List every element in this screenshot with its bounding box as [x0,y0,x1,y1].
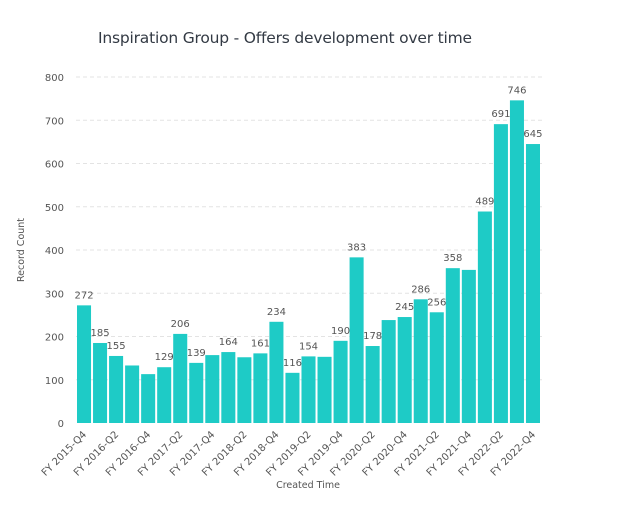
bar[interactable] [205,355,220,423]
data-label: 185 [91,328,110,339]
data-label: 178 [363,331,382,342]
bar[interactable] [237,357,252,423]
bar[interactable] [221,352,236,423]
bar[interactable] [141,374,156,423]
y-tick-label: 0 [58,419,64,430]
bar[interactable] [461,269,476,423]
bar[interactable] [333,340,348,423]
data-label: 139 [187,348,206,359]
data-label: 116 [283,358,302,369]
data-label: 206 [171,319,190,330]
bar[interactable] [413,299,428,423]
bar[interactable] [509,100,524,423]
data-label: 154 [299,341,318,352]
y-tick-label: 700 [45,116,64,127]
y-tick-label: 800 [45,73,64,84]
bar[interactable] [285,372,300,423]
data-label: 489 [475,197,494,208]
bar[interactable] [365,346,380,423]
bars [77,100,540,423]
y-tick-label: 500 [45,203,64,214]
data-label: 164 [219,337,238,348]
bar[interactable] [429,312,444,423]
bar[interactable] [173,333,188,423]
data-label: 286 [411,284,430,295]
data-label: 256 [427,297,446,308]
data-label: 129 [155,352,174,363]
bar[interactable] [301,356,316,423]
bar[interactable] [477,211,492,423]
data-label: 234 [267,307,286,318]
y-axis-ticks: 0 100 200 300 400 500 600 700 800 [45,73,64,430]
bar[interactable] [77,305,92,423]
data-label: 161 [251,338,270,349]
data-label: 272 [74,290,93,301]
bar[interactable] [125,365,140,423]
bar[interactable] [445,268,460,423]
y-tick-label: 600 [45,160,64,171]
bar[interactable] [109,355,124,423]
y-tick-label: 300 [45,289,64,300]
bar[interactable] [93,342,108,423]
bar[interactable] [269,321,284,423]
bar[interactable] [525,144,540,423]
y-tick-label: 400 [45,246,64,257]
bar[interactable] [157,367,172,423]
x-axis-title: Created Time [276,480,340,491]
bar[interactable] [317,356,332,423]
data-label: 383 [347,242,366,253]
data-labels: 272 185 155 129 206 139 164 161 234 116 154 190 383 1… [74,85,542,368]
data-label: 358 [443,253,462,264]
y-tick-label: 200 [45,333,64,344]
bar[interactable] [253,353,268,423]
data-label: 245 [395,302,414,313]
y-tick-label: 100 [45,376,64,387]
bar[interactable] [397,317,412,423]
data-label: 746 [507,85,526,96]
bar[interactable] [189,362,204,423]
y-axis-title: Record Count [16,218,27,282]
data-label: 645 [523,129,542,140]
bar[interactable] [493,124,508,423]
chart-title: Inspiration Group - Offers development o… [98,29,472,47]
bar[interactable] [381,320,396,423]
data-label: 155 [107,341,126,352]
bar[interactable] [349,257,364,423]
data-label: 190 [331,326,350,337]
data-label: 691 [491,109,510,120]
